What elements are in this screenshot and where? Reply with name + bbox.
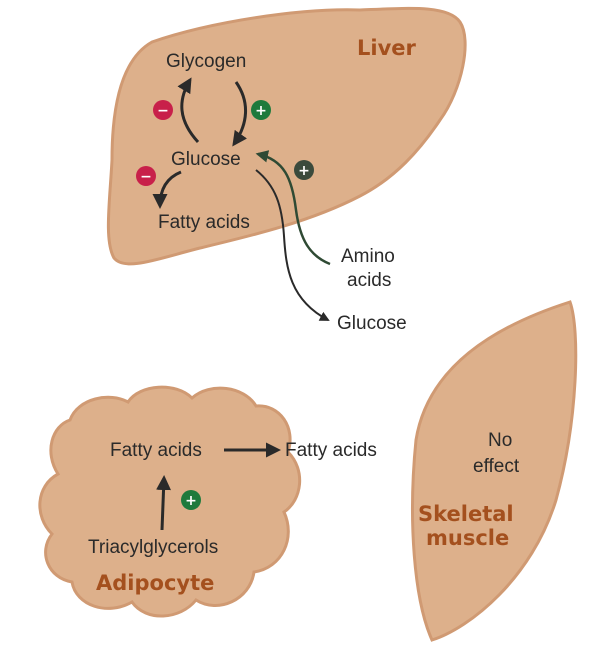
fatty-acids-out-label: Fatty acids [285, 440, 377, 461]
stimulate-glycogenolysis-badge: + [251, 100, 271, 120]
amino-acids-label-line1: Amino [341, 246, 395, 267]
stimulate-lipolysis-badge: + [181, 490, 201, 510]
liver-shape [106, 6, 467, 266]
minus-sign: − [140, 169, 152, 185]
glucose-release-arrow [255, 169, 330, 321]
plus-sign: + [298, 163, 310, 179]
adipocyte-shape [38, 385, 302, 618]
minus-sign: − [157, 103, 169, 119]
inhibit-glycogen-synthesis-badge: − [153, 100, 173, 120]
glucose-out-label: Glucose [337, 313, 407, 334]
skeletal-muscle-title-line1: Skeletal [418, 502, 514, 526]
liver-glycogen-label: Glycogen [166, 51, 246, 72]
skeletal-muscle-shape [411, 300, 578, 642]
triacylglycerols-label: Triacylglycerols [88, 537, 218, 558]
amino-acids-to-glucose-arrow [255, 150, 331, 266]
glycogen-to-glucose-arrow [232, 81, 248, 147]
liver-title: Liver [357, 36, 417, 60]
glucose-to-fatty-acids-arrow [152, 170, 182, 209]
stimulate-gluconeogenesis-badge: + [294, 160, 314, 180]
skeletal-muscle-title-line2: muscle [426, 526, 509, 550]
plus-sign: + [255, 103, 267, 119]
adipocyte-title: Adipocyte [96, 571, 214, 595]
liver-fatty-acids-label: Fatty acids [158, 212, 250, 233]
no-effect-label-line1: No [488, 430, 512, 451]
no-effect-label-line2: effect [473, 456, 520, 477]
plus-sign: + [185, 493, 197, 509]
lipolysis-arrow [156, 475, 172, 531]
amino-acids-label-line2: acids [347, 270, 391, 291]
liver-glucose-label: Glucose [171, 149, 241, 170]
glucose-to-glycogen-arrow [177, 77, 200, 144]
inhibit-lipogenesis-badge: − [136, 166, 156, 186]
adipocyte-fatty-acids-label: Fatty acids [110, 440, 202, 461]
